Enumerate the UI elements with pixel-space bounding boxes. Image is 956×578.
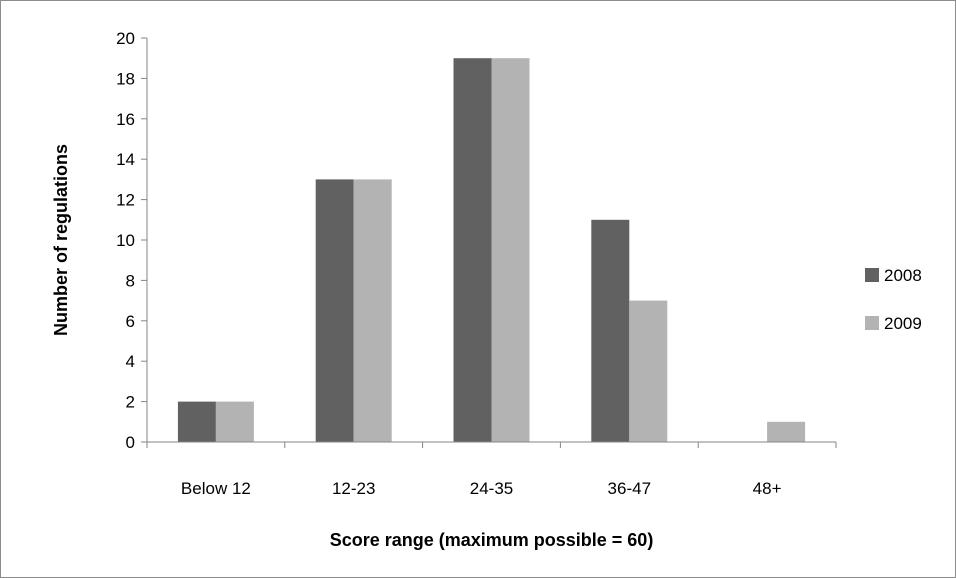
y-tick-label: 2 (126, 393, 135, 412)
bar-2008-below-12 (177, 401, 216, 442)
bar-2009-12-23 (353, 179, 392, 442)
x-tick-label: Below 12 (181, 479, 251, 498)
x-tick-label: 12-23 (332, 479, 375, 498)
y-axis-ticks: 0 2 4 6 8 10 12 14 16 18 20 (116, 29, 147, 452)
y-tick-label: 4 (126, 352, 135, 371)
y-tick-label: 14 (116, 150, 135, 169)
y-tick-label: 20 (116, 29, 135, 48)
bar-2008-36-47 (591, 219, 630, 442)
bar-2008-24-35 (453, 58, 492, 442)
x-tick-label: 48+ (753, 479, 782, 498)
y-tick-label: 0 (126, 433, 135, 452)
x-tick-label: 36-47 (608, 479, 651, 498)
legend: 2008 2009 (865, 266, 922, 333)
y-tick-label: 12 (116, 191, 135, 210)
bar-2009-36-47 (629, 300, 668, 442)
x-tick-label: 24-35 (470, 479, 513, 498)
bar-2008-12-23 (315, 179, 354, 442)
x-axis-title: Score range (maximum possible = 60) (330, 530, 654, 550)
bar-2009-below-12 (215, 401, 254, 442)
legend-swatch-2008 (865, 268, 879, 282)
y-tick-label: 18 (116, 69, 135, 88)
legend-label-2008: 2008 (884, 266, 922, 285)
y-tick-label: 16 (116, 110, 135, 129)
y-tick-label: 10 (116, 231, 135, 250)
y-axis-title: Number of regulations (51, 144, 71, 336)
y-tick-label: 8 (126, 271, 135, 290)
y-tick-label: 6 (126, 312, 135, 331)
legend-swatch-2009 (865, 316, 879, 330)
bar-2009-24-35 (491, 58, 530, 442)
x-axis-ticks: Below 12 12-23 24-35 36-47 48+ (146, 442, 837, 498)
bar-2009-48+ (767, 421, 806, 442)
legend-label-2009: 2009 (884, 314, 922, 333)
bars-group (177, 58, 806, 442)
